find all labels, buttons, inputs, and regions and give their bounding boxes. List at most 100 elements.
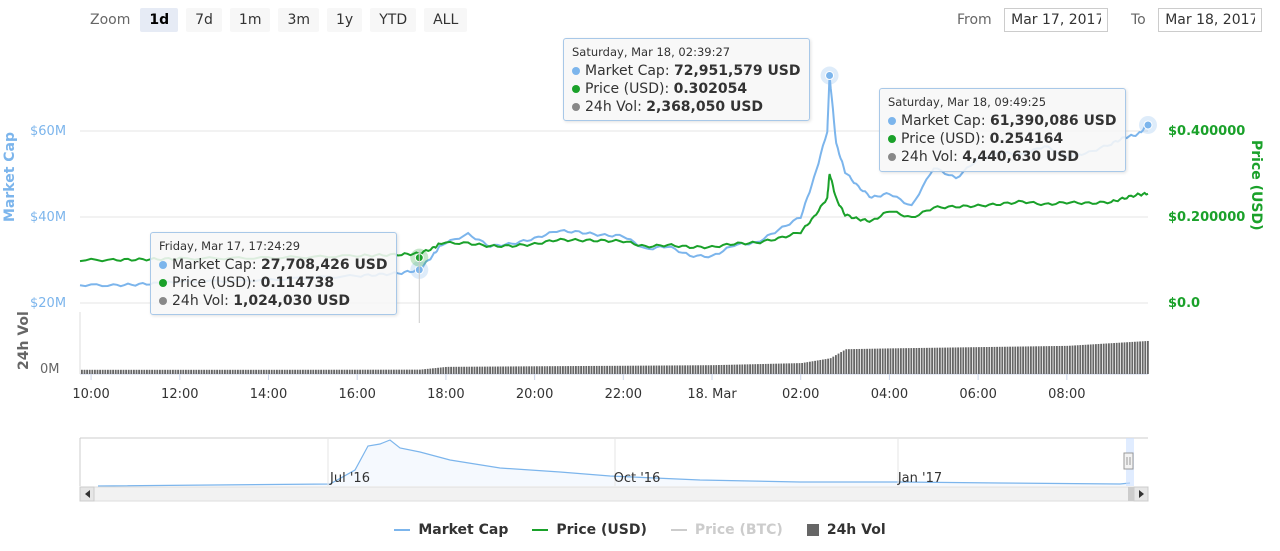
volume-column — [702, 365, 705, 374]
legend-item-price-usd[interactable]: Price (USD) — [532, 522, 647, 538]
volume-column — [484, 366, 486, 374]
navigator-line — [97, 439, 1131, 487]
volume-column — [192, 369, 195, 374]
volume-column — [1082, 344, 1084, 374]
volume-column — [965, 347, 967, 374]
volume-column — [208, 369, 211, 374]
volume-column — [507, 366, 510, 374]
volume-column — [205, 369, 208, 374]
range-to: To — [1131, 8, 1263, 32]
volume-column — [1076, 345, 1079, 374]
navigator-scrollbar-track — [79, 486, 1149, 502]
volume-column — [312, 369, 315, 374]
legend-item-price-btc[interactable]: Price (BTC) — [670, 522, 783, 538]
volume-column — [650, 365, 653, 374]
volume-column — [486, 366, 489, 374]
volume-column — [515, 366, 517, 374]
volume-column — [528, 366, 530, 374]
volume-column — [746, 364, 749, 374]
volume-column — [237, 369, 239, 374]
volume-column — [146, 369, 148, 374]
volume-column — [91, 369, 94, 374]
volume-column — [317, 369, 320, 374]
volume-column — [1063, 345, 1066, 374]
legend-item-volume[interactable]: 24h Vol — [806, 522, 886, 538]
tooltip-mar17: Friday, Mar 17, 17:24:29 Market Cap: 27,… — [150, 232, 397, 315]
volume-column — [1006, 346, 1009, 374]
zoom-ytd-button[interactable]: YTD — [370, 8, 417, 32]
volume-column — [1009, 346, 1011, 374]
legend-item-market-cap[interactable]: Market Cap — [394, 522, 508, 538]
volume-column — [720, 364, 723, 374]
tooltip-label: 24h Vol: — [172, 293, 229, 309]
volume-column — [315, 369, 317, 374]
volume-column — [276, 369, 278, 374]
volume-column — [972, 347, 975, 374]
volume-column — [1030, 346, 1032, 374]
column-swatch-icon — [806, 524, 819, 536]
volume-column — [434, 368, 437, 374]
volume-column — [835, 355, 837, 374]
zoom-1y-button[interactable]: 1y — [327, 8, 363, 32]
y-left-tick-label: $20M — [30, 296, 66, 311]
zoom-3m-button[interactable]: 3m — [278, 8, 320, 32]
volume-column — [681, 365, 684, 374]
volume-column — [390, 369, 393, 374]
hover-point-peak — [825, 71, 835, 81]
volume-column — [918, 347, 920, 374]
volume-column — [884, 348, 887, 374]
volume-column — [1115, 342, 1118, 374]
volume-column — [741, 364, 744, 374]
volume-column — [231, 369, 234, 374]
volume-column — [840, 352, 842, 374]
volume-column — [439, 367, 442, 374]
range-to-input[interactable] — [1158, 8, 1263, 32]
x-tick-label: 02:00 — [782, 387, 819, 402]
volume-column — [647, 365, 650, 374]
volume-column — [395, 369, 398, 374]
x-tick-label: 18:00 — [427, 387, 464, 402]
zoom-all-button[interactable]: ALL — [424, 8, 468, 32]
volume-column — [715, 365, 718, 374]
volume-column — [250, 369, 252, 374]
volume-column — [1045, 346, 1048, 374]
price-dot-icon — [572, 85, 580, 93]
zoom-bar: Zoom 1d 7d 1m 3m 1y YTD ALL — [90, 8, 475, 32]
zoom-1m-button[interactable]: 1m — [229, 8, 271, 32]
volume-column — [286, 369, 289, 374]
volume-column — [179, 369, 182, 374]
x-tick-label: 08:00 — [1048, 387, 1085, 402]
volume-column — [1050, 346, 1053, 374]
legend-label: 24h Vol — [826, 522, 886, 538]
volume-column — [299, 369, 302, 374]
volume-column — [718, 365, 720, 374]
tooltip-value: 1,024,030 USD — [233, 293, 351, 309]
volume-column — [991, 346, 993, 374]
volume-column — [642, 365, 645, 374]
volume-column — [107, 369, 109, 374]
volume-column — [398, 369, 400, 374]
volume-column — [122, 369, 125, 374]
volume-column — [894, 348, 897, 374]
volume-column — [853, 349, 855, 374]
volume-column — [452, 366, 455, 374]
volume-column — [403, 369, 406, 374]
zoom-1d-button[interactable]: 1d — [140, 8, 179, 32]
volume-column — [913, 348, 915, 374]
navigator-tick-label: Jul '16 — [329, 471, 370, 486]
volume-column — [1139, 341, 1141, 374]
volume-column — [1113, 343, 1115, 374]
zoom-7d-button[interactable]: 7d — [186, 8, 222, 32]
volume-column — [455, 366, 458, 374]
volume-column — [224, 369, 226, 374]
volume-column — [777, 363, 780, 374]
volume-column — [824, 359, 827, 374]
volume-column — [429, 368, 432, 374]
volume-dot-icon — [888, 153, 896, 161]
volume-column — [101, 369, 104, 374]
volume-column — [653, 365, 655, 374]
range-from-input[interactable] — [1004, 8, 1109, 32]
volume-column — [598, 365, 601, 374]
volume-column — [980, 347, 983, 374]
